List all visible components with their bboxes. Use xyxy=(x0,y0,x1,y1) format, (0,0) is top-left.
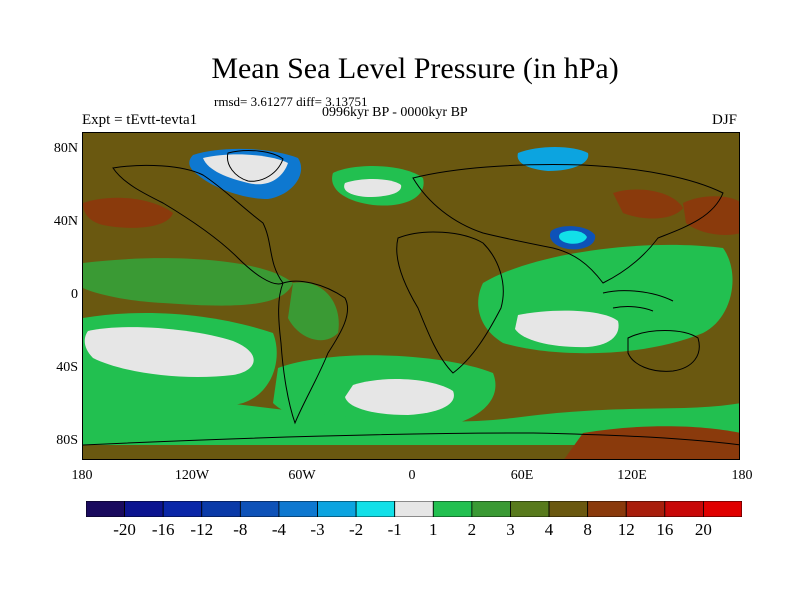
colorbar-label: -8 xyxy=(233,520,248,539)
lon-label-60e: 60E xyxy=(510,468,534,483)
time-period: 0996kyr BP - 0000kyr BP xyxy=(322,105,468,120)
rmsd-diff-stats: rmsd= 3.61277 diff= 3.13751 xyxy=(214,94,368,109)
coastlines xyxy=(83,150,739,446)
tibet-blue-core xyxy=(559,230,587,244)
colorbar-label: -20 xyxy=(113,520,136,539)
lat-label-40s: 40S xyxy=(56,360,78,375)
lat-label-0: 0 xyxy=(71,287,78,302)
south-pacific-near-zero-blob xyxy=(84,327,254,378)
colorbar-box xyxy=(394,501,434,517)
greenland-outline xyxy=(226,150,284,182)
lat-label-80s: 80S xyxy=(56,433,78,448)
lon-label-120w: 120W xyxy=(174,468,210,483)
colorbar-label: -12 xyxy=(190,520,214,539)
indian-ocean-near-zero-blob xyxy=(515,310,619,348)
indonesia-outline xyxy=(602,290,674,312)
map-panel xyxy=(82,132,740,460)
antarctic-high-anomaly xyxy=(564,426,739,459)
north-atlantic-near-zero-blob xyxy=(344,179,402,197)
east-asia-high-anomaly xyxy=(613,189,683,219)
colorbar-box xyxy=(703,501,742,517)
map-canvas xyxy=(83,133,739,459)
south-atlantic-near-zero-blob xyxy=(345,379,454,415)
colorbar-box xyxy=(355,501,396,517)
colorbar-label: -3 xyxy=(310,520,325,539)
south-america-outline xyxy=(278,280,349,425)
southern-ocean-green-band xyxy=(83,388,739,445)
north-pacific-high-anomaly xyxy=(83,197,173,228)
colorbar-box xyxy=(278,501,318,517)
season-label: DJF xyxy=(712,112,738,128)
colorbar-box xyxy=(317,501,357,517)
lon-label-180w: 180 xyxy=(71,468,93,483)
lon-label-60w: 60W xyxy=(288,468,316,483)
colorbar-label: 1 xyxy=(429,520,438,539)
colorbar-label: 3 xyxy=(506,520,515,539)
antarctica-outline xyxy=(83,432,739,446)
lon-label-120e: 120E xyxy=(617,468,647,483)
lon-label-0: 0 xyxy=(408,468,416,483)
colorbar-box xyxy=(548,501,589,517)
colorbar-label: -4 xyxy=(271,520,287,539)
lon-label-180e: 180 xyxy=(731,468,753,483)
colorbar-box xyxy=(201,501,241,517)
colorbar-box xyxy=(471,501,511,517)
africa-outline xyxy=(396,231,504,374)
colorbar-label: -2 xyxy=(349,520,364,539)
colorbar-box xyxy=(510,501,550,517)
colorbar-label: 2 xyxy=(467,520,477,539)
colorbar-box xyxy=(664,501,704,517)
colorbar-box xyxy=(625,501,666,517)
colorbar xyxy=(86,501,742,517)
colorbar-label: -16 xyxy=(151,520,175,539)
lat-label-40n: 40N xyxy=(53,214,78,229)
colorbar-label: 12 xyxy=(617,520,635,539)
colorbar-label: 20 xyxy=(694,520,712,539)
map-title: Mean Sea Level Pressure (in hPa) xyxy=(211,52,619,85)
colorbar-box xyxy=(587,501,627,517)
north-east-pacific-high-anomaly xyxy=(683,196,739,235)
colorbar-label: -1 xyxy=(387,520,402,539)
south-america-mid-anomaly xyxy=(288,282,339,341)
colorbar-box xyxy=(432,501,473,517)
colorbar-label: 4 xyxy=(544,520,554,539)
greenland-ice-patch xyxy=(203,154,288,185)
colorbar-box xyxy=(162,501,203,517)
central-pacific-mid-anomaly xyxy=(83,258,293,306)
experiment-label: Expt = tEvtt-tevta1 xyxy=(82,112,198,128)
lat-label-80n: 80N xyxy=(53,141,78,156)
colorbar-box xyxy=(124,501,164,517)
colorbar-box xyxy=(86,501,125,517)
eurasia-outline xyxy=(412,164,724,284)
colorbar-label: 16 xyxy=(656,520,674,539)
colorbar-label: 8 xyxy=(583,520,592,539)
colorbar-box xyxy=(239,501,280,517)
australia-outline xyxy=(627,330,700,372)
